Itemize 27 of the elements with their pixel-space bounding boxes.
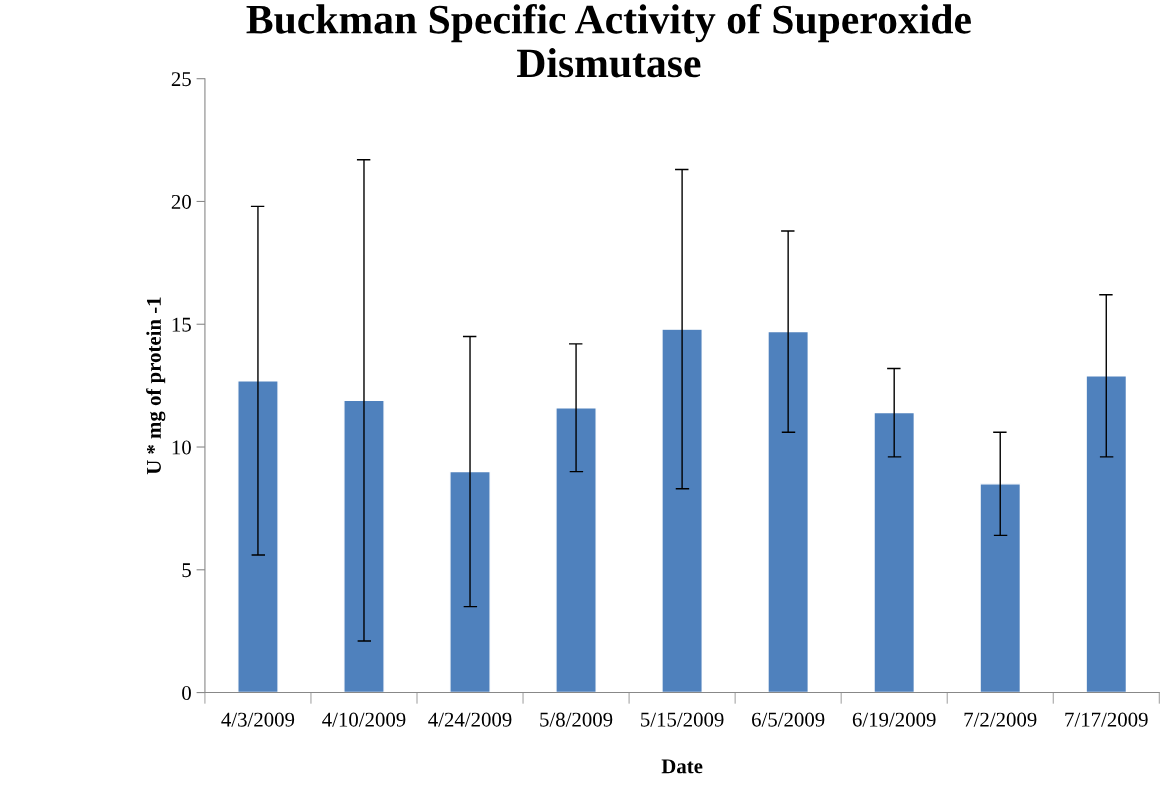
x-tick-label: 7/2/2009 <box>964 712 1037 727</box>
chart-title: Buckman Specific Activity of Superoxide Dismutase <box>246 3 971 78</box>
bar <box>343 399 385 693</box>
bar <box>767 330 809 693</box>
y-tick-label: 15 <box>172 317 191 332</box>
y-tick-label: 10 <box>172 440 191 455</box>
bar <box>449 470 491 693</box>
bar <box>1085 375 1128 693</box>
x-tick-label: 6/5/2009 <box>752 712 825 727</box>
bar <box>555 407 597 693</box>
x-tick-label: 5/15/2009 <box>641 712 724 727</box>
x-tick-label: 7/17/2009 <box>1065 712 1148 727</box>
y-tick-label: 20 <box>171 194 191 209</box>
x-axis-title: Date <box>661 759 703 774</box>
y-tick-label: 25 <box>171 72 191 87</box>
x-tick-label: 4/10/2009 <box>322 712 406 727</box>
bar <box>873 411 916 693</box>
x-tick-label: 4/3/2009 <box>221 712 295 727</box>
x-tick-label: 6/19/2009 <box>852 712 936 727</box>
bar <box>661 328 703 693</box>
bar <box>979 483 1022 693</box>
bar <box>237 380 279 693</box>
y-axis-title: U * mg of protein -1 <box>146 297 166 475</box>
y-tick-label: 5 <box>182 563 191 578</box>
y-tick-label: 0 <box>182 685 191 700</box>
x-tick-label: 5/8/2009 <box>540 712 613 727</box>
x-tick-label: 4/24/2009 <box>428 712 512 727</box>
